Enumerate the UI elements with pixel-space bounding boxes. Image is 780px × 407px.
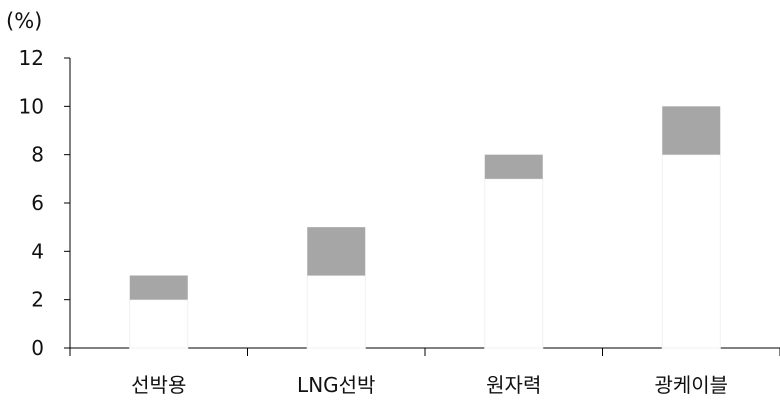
x-category-label: 광케이블 [654, 373, 728, 397]
y-tick-label: 2 [31, 288, 44, 312]
bar-segment-base [661, 154, 721, 349]
x-category-label: LNG선박 [297, 373, 375, 397]
y-tick-label: 8 [31, 143, 44, 167]
bar-segment-range [129, 275, 188, 300]
bar-segment-base [484, 178, 544, 349]
bar-segment-base [129, 299, 189, 349]
y-unit-label: (%) [6, 9, 42, 33]
x-category-label: 원자력 [486, 373, 541, 397]
bars [129, 106, 721, 349]
bar-segment-base [306, 275, 366, 349]
x-category-label: 선박용 [131, 373, 186, 397]
bar-segment-range [484, 154, 543, 179]
y-tick-label: 10 [19, 94, 44, 118]
y-tick-label: 0 [31, 336, 44, 360]
bar-segment-range [307, 227, 366, 276]
y-tick-label: 6 [31, 191, 44, 215]
y-tick-label: 4 [31, 239, 44, 263]
y-axis: 0 2 4 6 8 10 12 [19, 46, 71, 360]
y-tick-label: 12 [19, 46, 44, 70]
bar-segment-range [662, 106, 721, 155]
x-axis: 선박용 LNG선박 원자력 광케이블 [69, 347, 780, 397]
